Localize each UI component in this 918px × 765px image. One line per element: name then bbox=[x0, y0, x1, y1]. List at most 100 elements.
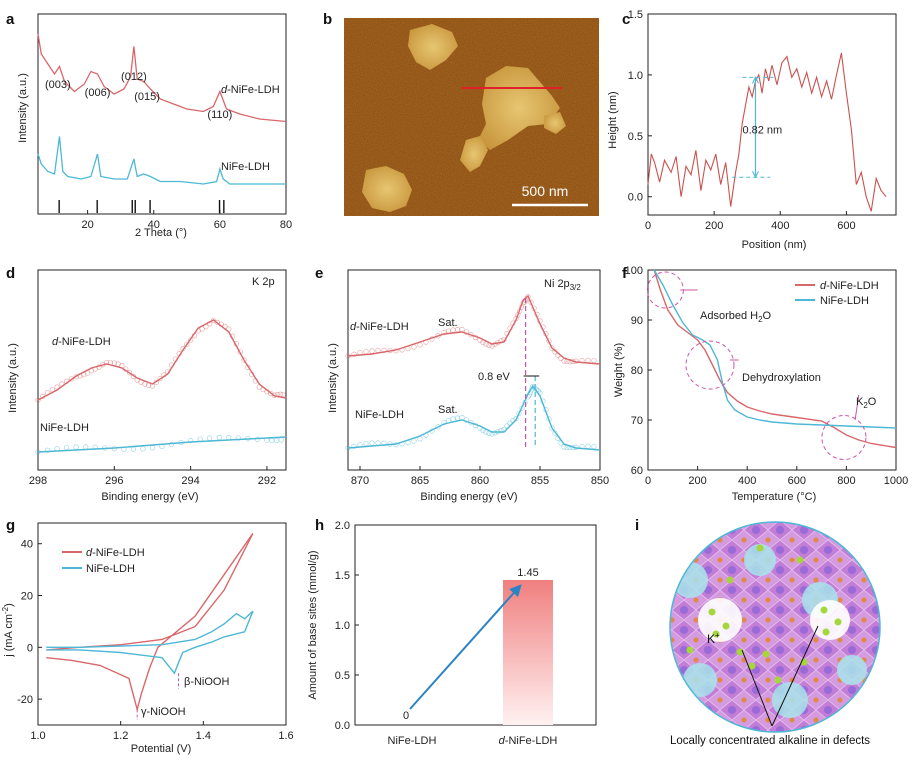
height-y-tick-label: 0.5 bbox=[628, 131, 643, 143]
k2p-data-point bbox=[73, 374, 79, 380]
ni2p-data-point bbox=[585, 357, 591, 363]
ni2p-data-point bbox=[492, 430, 498, 436]
defect-site bbox=[698, 598, 742, 642]
k2p-x-tick-label: 296 bbox=[105, 475, 123, 487]
height-axes-frame bbox=[647, 13, 897, 216]
defect-site bbox=[683, 663, 717, 697]
tga-callout-k2o bbox=[854, 394, 860, 421]
k2p-data-point bbox=[83, 444, 89, 450]
ni2p-data-point bbox=[549, 345, 555, 351]
xrd-plot-area: 20 40 60 80 (003) (006) (012) (015) (110) bbox=[37, 13, 292, 231]
cv-legend-nife-ldh: NiFe-LDH bbox=[86, 563, 135, 575]
ni2p-fit-line-0 bbox=[347, 294, 601, 365]
panel-h-letter: h bbox=[315, 517, 324, 534]
ni2p-data-point bbox=[585, 443, 591, 449]
defect-site bbox=[772, 682, 808, 718]
tga-y-tick-label: 80 bbox=[631, 365, 643, 377]
k2p-data-point bbox=[273, 437, 280, 444]
ni2p-x-axis-label: Binding energy (eV) bbox=[420, 491, 517, 503]
xrd-y-axis-label: Intensity (a.u.) bbox=[17, 73, 29, 143]
base-sites-y-axis-label: Amount of base sites (mmol/g) bbox=[307, 550, 319, 699]
k2p-x-tick-label: 294 bbox=[181, 475, 199, 487]
base-sites-y-tick-label: 0.0 bbox=[335, 720, 350, 732]
panel-c-height-profile: c 0 200 400 600 0.0 0.5 1.0 1.5 0.82 nm Position… bbox=[607, 9, 897, 251]
lattice-schematic bbox=[670, 522, 880, 732]
tga-y-tick-label: 70 bbox=[631, 415, 643, 427]
cv-x-tick-label: 1.6 bbox=[278, 730, 293, 742]
k2p-axes-frame bbox=[37, 269, 287, 471]
panel-d-k2p-xps: d 298 296 294 292 Binding energy (eV) Inten… bbox=[6, 265, 287, 503]
ni2p-data-point bbox=[351, 443, 357, 449]
k2p-data-point bbox=[241, 357, 247, 363]
ni2p-x-tick-label: 860 bbox=[471, 475, 489, 487]
panel-g-cv: g 1.0 1.2 1.4 1.6 -20 0 20 40 Potential (V) j (… bbox=[1, 517, 294, 755]
k2p-fit-line-1 bbox=[37, 436, 287, 453]
ni2p-data-point bbox=[463, 417, 470, 423]
tga-highlight-circle bbox=[821, 415, 867, 460]
cv-series-line-1 bbox=[46, 610, 254, 675]
panel-e-letter: e bbox=[315, 265, 323, 282]
height-x-axis-label: Position (nm) bbox=[742, 239, 807, 251]
tga-y-tick-label: 90 bbox=[631, 315, 643, 327]
xrd-peak-label: (006) bbox=[85, 87, 111, 99]
tga-legend-d-nife-ldh: d-NiFe-LDH bbox=[820, 280, 879, 292]
panel-b-afm: b 500 nm bbox=[323, 11, 599, 216]
height-profile-line bbox=[647, 52, 887, 212]
tga-series-line-1 bbox=[653, 269, 897, 429]
base-sites-y-tick-label: 1.0 bbox=[335, 620, 350, 632]
k2p-data-point bbox=[44, 447, 51, 453]
k2p-data-point bbox=[149, 445, 156, 451]
schematic-circle-border bbox=[669, 521, 881, 733]
xrd-x-tick-label: 40 bbox=[148, 219, 160, 231]
tga-x-tick-label: 400 bbox=[738, 475, 756, 487]
tga-legend-nife-ldh: NiFe-LDH bbox=[820, 295, 869, 307]
k2p-x-tick-label: 292 bbox=[258, 475, 276, 487]
height-step-label: 0.82 nm bbox=[742, 124, 782, 136]
cv-x-axis-label: Potential (V) bbox=[131, 743, 192, 755]
k2p-data-point bbox=[126, 370, 133, 376]
k2p-x-tick-label: 298 bbox=[29, 475, 47, 487]
xrd-legend-nife-ldh: NiFe-LDH bbox=[221, 161, 270, 173]
ni2p-data-point bbox=[411, 344, 417, 350]
height-y-tick-label: 1.0 bbox=[628, 70, 643, 82]
panel-i-schematic: i bbox=[635, 517, 881, 747]
defect-site bbox=[672, 562, 708, 598]
afm-flake bbox=[460, 136, 488, 172]
k2p-data-point bbox=[157, 375, 163, 382]
afm-flake bbox=[362, 166, 412, 212]
panel-f-tga: f 0 200 400 600 800 1000 60 70 80 90 100 Temperatu… bbox=[613, 265, 908, 503]
k2p-data-point bbox=[278, 437, 284, 443]
cv-x-tick-label: 1.4 bbox=[196, 730, 211, 742]
tga-annotation-dehydroxylation: Dehydroxylation bbox=[742, 372, 821, 384]
afm-scale-bar-label: 500 nm bbox=[522, 183, 569, 199]
panel-g-letter: g bbox=[6, 517, 15, 534]
ni2p-data-point bbox=[498, 427, 504, 434]
k2p-data-point bbox=[269, 437, 275, 444]
height-y-axis-label: Height (nm) bbox=[607, 91, 619, 148]
tga-x-tick-label: 0 bbox=[645, 475, 651, 487]
base-sites-arrow bbox=[409, 584, 522, 710]
ni2p-data-point bbox=[459, 414, 465, 421]
cv-axes-frame bbox=[37, 522, 287, 726]
base-sites-data-label: 1.45 bbox=[517, 567, 538, 579]
base-sites-y-tick-label: 2.0 bbox=[335, 520, 350, 532]
height-y-tick-label: 1.5 bbox=[628, 9, 643, 21]
ni2p-data-point bbox=[363, 440, 369, 447]
k2p-y-axis-label: Intensity (a.u.) bbox=[7, 343, 19, 413]
ni2p-title: Ni 2p3/2 bbox=[544, 278, 581, 292]
cv-y-axis-label: j (mA cm-2) bbox=[1, 603, 15, 658]
tga-y-tick-label: 60 bbox=[631, 465, 643, 477]
k2p-title: K 2p bbox=[252, 276, 275, 288]
base-sites-category-nife-ldh: NiFe-LDH bbox=[388, 735, 437, 747]
panel-f-letter: f bbox=[622, 265, 628, 282]
xrd-x-tick-label: 80 bbox=[280, 219, 292, 231]
panel-b-letter: b bbox=[323, 11, 332, 28]
k2p-data-point bbox=[235, 435, 241, 441]
schematic-caption: Locally concentrated alkaline in defects bbox=[670, 735, 870, 747]
ni2p-data-point bbox=[411, 438, 417, 444]
ni2p-axes-frame bbox=[347, 269, 601, 471]
base-sites-data-label: 0 bbox=[403, 710, 409, 722]
ni2p-data-point bbox=[591, 357, 597, 364]
xrd-peak-label: (110) bbox=[207, 109, 232, 121]
